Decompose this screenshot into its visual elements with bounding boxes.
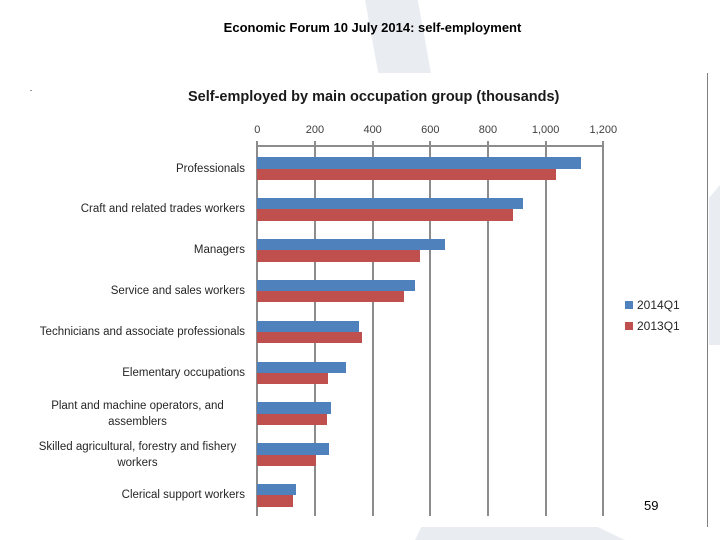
chart-title: Self-employed by main occupation group (… xyxy=(188,89,560,105)
bar-2014Q1 xyxy=(257,443,330,455)
legend-label: 2013Q1 xyxy=(637,318,680,333)
bar-2013Q1 xyxy=(257,332,362,344)
bar-2013Q1 xyxy=(257,250,421,262)
background-decoration-right xyxy=(709,185,720,345)
frame-border-line xyxy=(707,73,708,527)
background-decoration-bottom xyxy=(415,527,625,540)
bar-2014Q1 xyxy=(257,198,523,210)
category-label: Professionals xyxy=(175,162,245,175)
gridline xyxy=(602,141,605,516)
category-label: Elementary occupations xyxy=(122,366,245,379)
legend-item: 2014Q1 xyxy=(625,294,680,315)
category-label: Technicians and associate professionals xyxy=(39,326,245,338)
x-tick-label: 400 xyxy=(363,124,382,136)
legend: 2014Q1 2013Q1 xyxy=(625,294,680,336)
bar-2014Q1 xyxy=(257,361,347,373)
category-label: Craft and related trades workers xyxy=(80,203,245,216)
x-tick-label: 200 xyxy=(305,124,325,136)
category-label: Managers xyxy=(193,244,245,257)
gridline xyxy=(429,141,432,516)
bar-2013Q1 xyxy=(257,291,404,303)
page-number: 59 xyxy=(644,498,659,513)
x-tick-label: 800 xyxy=(478,124,498,136)
legend-item: 2013Q1 xyxy=(625,315,680,336)
bar-2013Q1 xyxy=(257,413,327,425)
gridline xyxy=(486,141,489,516)
bar-2013Q1 xyxy=(257,495,294,507)
category-label: Service and sales workers xyxy=(110,285,245,298)
legend-swatch xyxy=(625,321,633,330)
background-decoration-top xyxy=(365,0,431,73)
bar-2014Q1 xyxy=(257,157,581,169)
x-tick-label: 1,200 xyxy=(589,124,618,136)
bar-2013Q1 xyxy=(257,168,556,180)
x-tick-label: 1,000 xyxy=(531,124,560,136)
gridline xyxy=(371,141,374,516)
stray-mark xyxy=(30,90,32,91)
bar-2013Q1 xyxy=(257,209,513,221)
bar-2014Q1 xyxy=(257,239,446,251)
bar-2014Q1 xyxy=(257,402,332,414)
gridline xyxy=(544,141,547,516)
slide-title: Economic Forum 10 July 2014: self-employ… xyxy=(223,20,522,35)
legend-swatch xyxy=(625,300,633,309)
bar-2013Q1 xyxy=(257,454,316,466)
legend-label: 2014Q1 xyxy=(637,297,680,312)
bar-2013Q1 xyxy=(257,372,329,385)
category-label: Skilled agricultural, forestry and fishe… xyxy=(38,440,237,469)
category-label: Clerical support workers xyxy=(121,489,245,502)
x-tick-label: 0 xyxy=(254,124,261,136)
category-label: Plant and machine operators, and assembl… xyxy=(51,399,224,428)
bar-2014Q1 xyxy=(257,484,296,496)
bar-2014Q1 xyxy=(257,320,360,332)
bar-2014Q1 xyxy=(257,279,416,292)
x-tick-label: 600 xyxy=(421,124,440,136)
